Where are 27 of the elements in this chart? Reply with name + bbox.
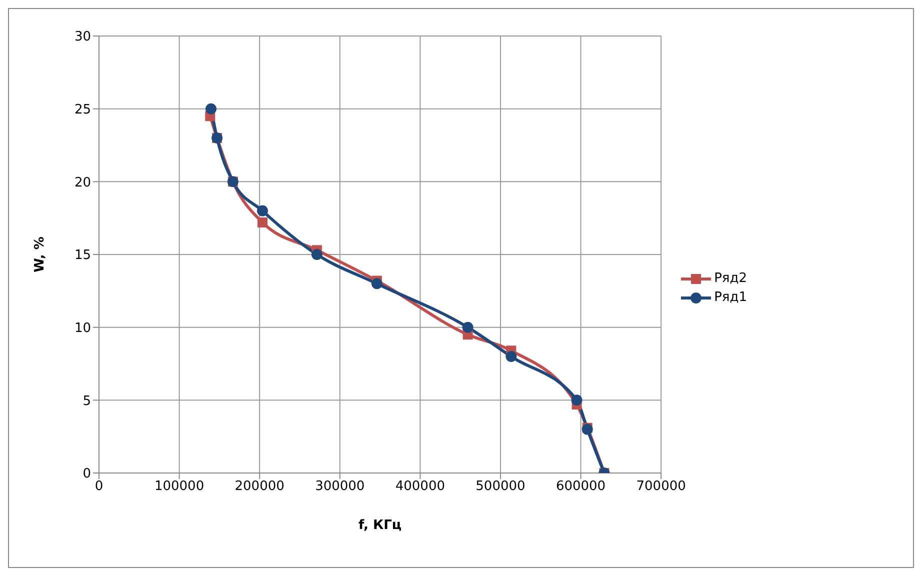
point bbox=[311, 249, 322, 260]
y-tick-label: 10 bbox=[74, 320, 91, 336]
point bbox=[257, 217, 268, 228]
point bbox=[256, 205, 268, 216]
x-tick-label: 300000 bbox=[315, 479, 365, 494]
y-tick-label: 15 bbox=[74, 248, 91, 264]
x-tick-label: 100000 bbox=[154, 479, 204, 494]
y-tick-label: 5 bbox=[82, 394, 91, 409]
y-tick-label: 25 bbox=[74, 102, 91, 118]
x-tick-label: 600000 bbox=[556, 479, 606, 494]
y-tick-label: 30 bbox=[74, 30, 91, 45]
point bbox=[462, 322, 474, 333]
point bbox=[571, 394, 582, 406]
x-tick-label: 200000 bbox=[234, 479, 284, 494]
legend-label: Ряд1 bbox=[714, 290, 747, 305]
x-tick-label: 700000 bbox=[636, 479, 686, 494]
x-tick-label: 0 bbox=[94, 479, 104, 494]
y-axis-title: W, % bbox=[32, 236, 48, 272]
x-tick-label: 400000 bbox=[395, 479, 446, 494]
point bbox=[371, 278, 382, 290]
x-axis-title: f, КГц bbox=[358, 518, 402, 533]
point bbox=[206, 103, 217, 114]
legend-label: Ряд2 bbox=[714, 271, 747, 286]
y-tick-label: 20 bbox=[74, 175, 91, 190]
x-tick-label: 500000 bbox=[476, 479, 526, 494]
y-tick-label: 0 bbox=[82, 466, 91, 482]
point bbox=[506, 350, 517, 362]
